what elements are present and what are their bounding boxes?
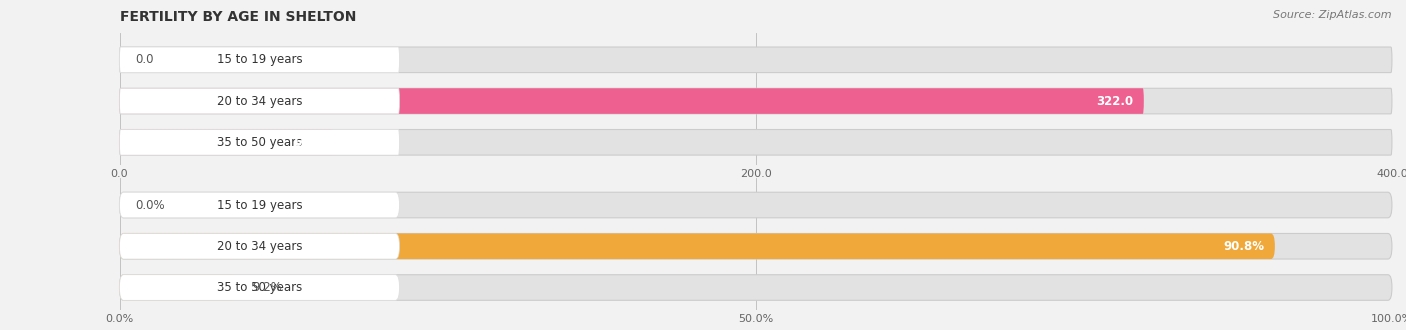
FancyBboxPatch shape: [120, 275, 236, 300]
Text: 67.0: 67.0: [294, 136, 322, 149]
Text: 20 to 34 years: 20 to 34 years: [217, 95, 302, 108]
FancyBboxPatch shape: [120, 130, 399, 155]
FancyBboxPatch shape: [120, 47, 399, 73]
FancyBboxPatch shape: [120, 130, 1392, 155]
Text: 90.8%: 90.8%: [1223, 240, 1265, 253]
FancyBboxPatch shape: [120, 88, 1144, 114]
FancyBboxPatch shape: [120, 47, 1392, 73]
FancyBboxPatch shape: [120, 234, 1275, 259]
FancyBboxPatch shape: [120, 130, 333, 155]
FancyBboxPatch shape: [120, 234, 399, 259]
Text: 15 to 19 years: 15 to 19 years: [217, 53, 302, 66]
Text: 35 to 50 years: 35 to 50 years: [217, 281, 302, 294]
FancyBboxPatch shape: [120, 192, 1392, 218]
FancyBboxPatch shape: [120, 275, 1392, 300]
Text: Source: ZipAtlas.com: Source: ZipAtlas.com: [1274, 10, 1392, 20]
Text: 35 to 50 years: 35 to 50 years: [217, 136, 302, 149]
FancyBboxPatch shape: [120, 234, 1392, 259]
Text: 322.0: 322.0: [1097, 95, 1133, 108]
Text: 15 to 19 years: 15 to 19 years: [217, 199, 302, 212]
FancyBboxPatch shape: [120, 88, 399, 114]
FancyBboxPatch shape: [120, 275, 399, 300]
Text: 0.0%: 0.0%: [135, 199, 165, 212]
Text: 9.2%: 9.2%: [252, 281, 281, 294]
FancyBboxPatch shape: [120, 192, 399, 218]
Text: FERTILITY BY AGE IN SHELTON: FERTILITY BY AGE IN SHELTON: [120, 10, 356, 24]
FancyBboxPatch shape: [120, 88, 1392, 114]
Text: 0.0: 0.0: [135, 53, 153, 66]
Text: 20 to 34 years: 20 to 34 years: [217, 240, 302, 253]
